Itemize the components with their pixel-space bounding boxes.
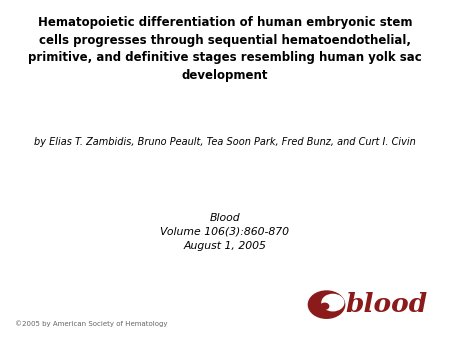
Text: blood: blood bbox=[346, 292, 428, 317]
Text: Hematopoietic differentiation of human embryonic stem
cells progresses through s: Hematopoietic differentiation of human e… bbox=[28, 17, 422, 82]
Text: Blood
Volume 106(3):860-870
August 1, 2005: Blood Volume 106(3):860-870 August 1, 20… bbox=[161, 213, 289, 251]
Text: by Elias T. Zambidis, Bruno Peault, Tea Soon Park, Fred Bunz, and Curt I. Civin: by Elias T. Zambidis, Bruno Peault, Tea … bbox=[34, 137, 416, 147]
Text: ©2005 by American Society of Hematology: ©2005 by American Society of Hematology bbox=[15, 321, 168, 327]
Circle shape bbox=[322, 294, 344, 311]
Circle shape bbox=[308, 291, 345, 318]
Circle shape bbox=[321, 303, 328, 309]
